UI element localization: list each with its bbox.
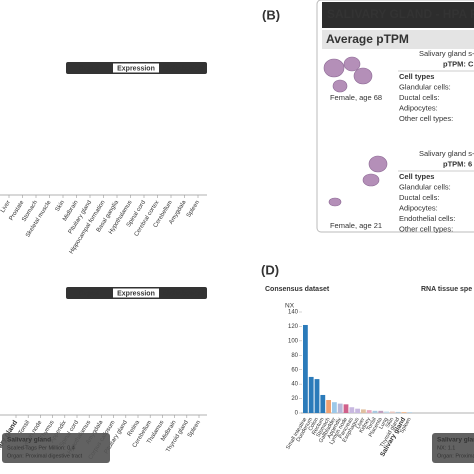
sample-line: Other cell types: (399, 224, 453, 233)
bar (337, 403, 343, 413)
category-label: Skin (55, 200, 66, 213)
bar (395, 411, 401, 413)
category-label: Skeletal muscle (25, 199, 53, 238)
toggle-option[interactable]: Alphabetical (162, 290, 204, 297)
y-tick-label: 40 (291, 382, 298, 388)
bar (308, 376, 314, 413)
header-bar (322, 2, 474, 28)
chart-subtitle: RNA tissue spe (421, 286, 472, 293)
sample-line: Adipocytes: (399, 203, 438, 212)
header-title: SALIVARY GLAND - HPA RNA (327, 7, 474, 21)
bar (390, 411, 395, 413)
bar (326, 400, 331, 413)
bar (401, 412, 407, 413)
sample-line: Endothelial cells: (399, 214, 455, 223)
bar (343, 404, 349, 413)
bar (332, 402, 337, 413)
chart-title: Consensus dataset (265, 286, 330, 293)
bar (355, 408, 360, 413)
y-axis-label: NX (285, 303, 295, 310)
bar (349, 407, 355, 413)
bar (320, 394, 326, 413)
bar (384, 411, 389, 413)
toggle-option[interactable]: Alphabetical (162, 65, 204, 72)
sample-line: Ductal cells: (399, 193, 439, 202)
sample-line: Glandular cells: (399, 82, 451, 91)
tissue-image (328, 197, 342, 207)
y-tick-label: 60 (291, 367, 298, 373)
tooltip-text: Organ: Proximal digestive tract (7, 453, 83, 459)
subheader: Average pTPM (326, 32, 409, 46)
tissue-image (332, 79, 348, 93)
tooltip-text: Organ: Proximal digestive tract (437, 453, 474, 459)
category-label: Liver (0, 200, 12, 214)
bar (314, 379, 320, 413)
y-tick-label: 120 (288, 324, 299, 330)
y-tick-label: 100 (288, 338, 299, 344)
tissue-image (353, 67, 373, 85)
sample-line: Ductal cells: (399, 93, 439, 102)
bar (366, 410, 372, 413)
sample-line: pTPM: C (443, 59, 474, 68)
x-tick-label: Lung (378, 417, 389, 431)
sample-line: Salivary gland s- (419, 49, 474, 58)
tooltip-text: Salivary gland (437, 437, 474, 444)
sample-line: Cell types (399, 172, 434, 181)
bar (372, 410, 378, 413)
tissue-image (323, 58, 345, 78)
panel-label: (B) (262, 7, 280, 22)
x-tick-label: Skin (385, 417, 396, 429)
sample-line: Salivary gland s- (419, 149, 474, 158)
sample-line: Glandular cells: (399, 182, 451, 191)
toggle-option[interactable]: Expression (117, 290, 155, 297)
tissue-image (343, 56, 361, 72)
subheader-bar (322, 30, 474, 49)
toggle-option[interactable]: Organ (79, 65, 100, 72)
sample-line: pTPM: 6 (443, 159, 472, 168)
y-tick-label: 0 (295, 411, 299, 417)
toggle-active (113, 63, 159, 73)
panel-label: (D) (261, 262, 279, 277)
toggle-option[interactable]: Expression (117, 65, 155, 72)
bar (378, 410, 384, 413)
sample-line: Other cell types: (399, 114, 453, 123)
sample-caption: Female, age 21 (330, 221, 382, 230)
sample-line: Adipocytes: (399, 103, 438, 112)
sample-line: Cell types (399, 72, 434, 81)
toggle-option[interactable]: Organ (79, 290, 100, 297)
tissue-image (362, 173, 380, 187)
x-tick-label: Liver (355, 417, 366, 430)
tooltip (2, 433, 110, 463)
tooltip-text: Scaled Tags Per Million: 0.4 (7, 445, 75, 451)
tissue-image (368, 155, 388, 173)
tooltip-text: Salivary gland (7, 437, 51, 444)
bar (361, 409, 366, 413)
bar (407, 412, 413, 413)
y-tick-label: 80 (291, 353, 298, 359)
category-label: Spleen (186, 200, 201, 219)
y-tick-label: 140 (288, 310, 299, 316)
tooltip-text: NX: 1.1 (437, 445, 455, 451)
y-tick-label: 20 (291, 396, 298, 402)
toggle-active (113, 288, 159, 298)
sample-caption: Female, age 68 (330, 93, 382, 102)
tooltip (432, 433, 474, 463)
bar (303, 324, 308, 413)
